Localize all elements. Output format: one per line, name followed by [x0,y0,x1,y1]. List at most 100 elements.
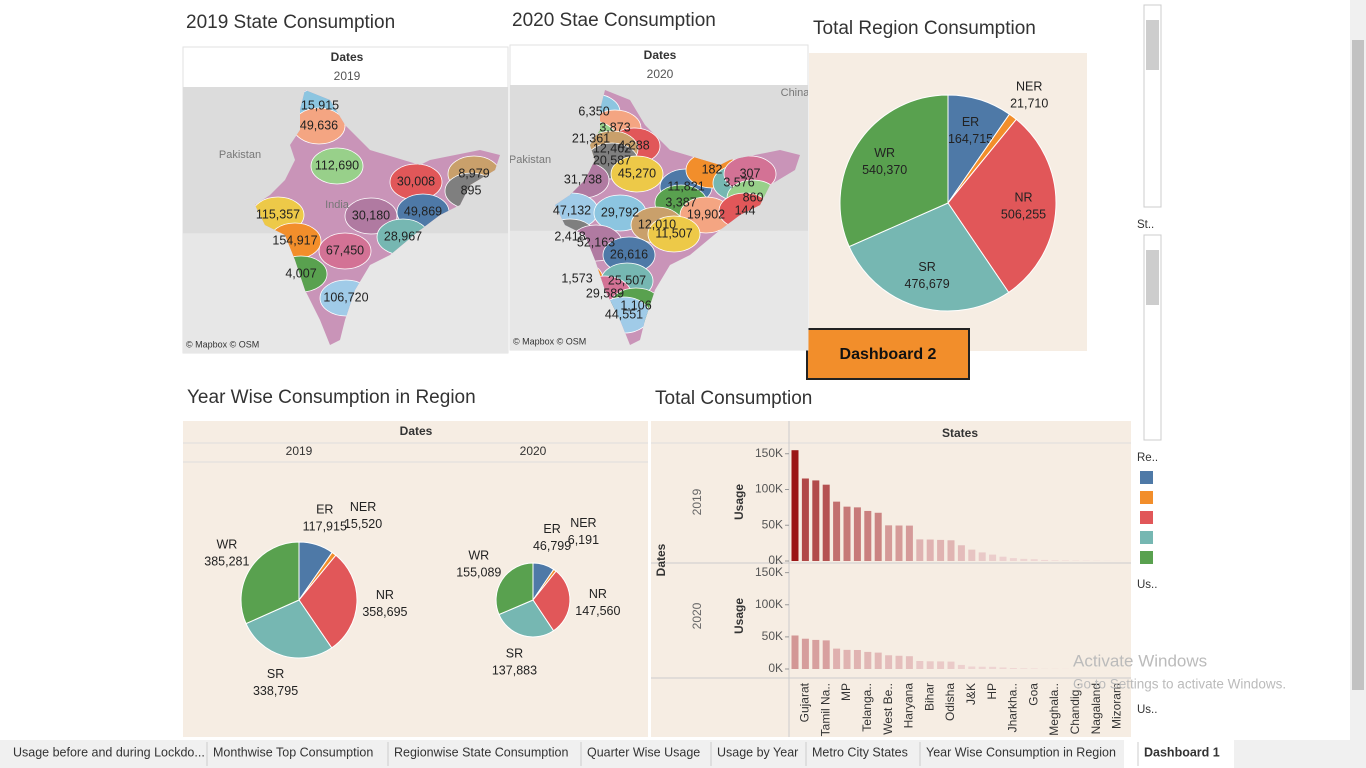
tab[interactable]: Monthwise Top Consumption [213,745,373,759]
bar [864,510,872,561]
x-tick-label: West Be.. [881,683,895,735]
button-label[interactable]: Dashboard 2 [840,346,937,363]
bar [905,525,913,561]
state-label: 21,361 [572,131,610,145]
slice-value: 15,520 [344,517,382,531]
slice-value: 476,679 [905,277,950,291]
state-label: 29,792 [601,205,639,219]
slice-name: WR [468,549,489,563]
bar [812,639,820,669]
state-label: 3,576 [723,175,754,189]
state [310,147,364,185]
x-tick-label: Chandig.. [1068,683,1082,734]
state-label: 11,507 [655,226,692,240]
slice-value: 358,695 [362,605,407,619]
page-scroll-thumb[interactable] [1352,40,1364,690]
row-label: 2020 [690,602,704,629]
bar [885,655,893,669]
bar [1009,558,1017,561]
x-tick-label: Mizoram [1110,683,1124,729]
chart-title: Total Consumption [655,388,812,409]
bar [968,549,976,561]
slice-name: WR [874,146,895,160]
scroll-thumb[interactable] [1146,250,1159,305]
slice-name: ER [316,502,333,516]
chart-title: Year Wise Consumption in Region [187,387,476,408]
state-label: 45,270 [618,166,656,180]
bar [937,539,945,561]
dashboard-button[interactable] [806,328,970,380]
y-tick-label: 50K [762,517,783,531]
state-label: 67,450 [326,243,364,257]
tab[interactable]: Usage before and during Lockdo... [13,745,205,759]
slice-name: NER [350,500,376,514]
slice-name: NR [589,587,607,601]
x-tick-label: Nagaland [1089,683,1103,734]
bar [885,525,893,561]
slice-name: ER [962,115,979,129]
slice-value: 338,795 [253,684,298,698]
state-label: 49,869 [404,204,442,218]
legend-swatch [1140,491,1153,504]
tab[interactable]: Year Wise Consumption in Region [926,745,1116,759]
state-label: 6,350 [578,104,609,118]
y-axis-label: Usage [732,484,746,520]
filter-header: Re.. [1137,452,1158,464]
bar [968,666,976,669]
state-label: 44,551 [605,307,643,321]
state [610,155,664,193]
bar [947,661,955,669]
x-tick-label: Goa [1026,683,1040,706]
state-label: 30,008 [397,174,435,188]
place-name: India [325,199,350,211]
bar [833,501,841,561]
bar [895,655,903,669]
facet-label: 2019 [286,444,313,458]
bar [1030,668,1038,669]
row-label: 2019 [690,488,704,515]
map-title: 2019 State Consumption [186,12,395,33]
state-label: 26,616 [610,247,648,261]
slice-value: 164,715 [948,132,993,146]
y-tick-label: 0K [768,661,783,675]
slice-value: 46,799 [533,539,571,553]
state-label: 19,902 [687,207,725,221]
pie-slice [839,94,949,248]
filter-header: St.. [1137,219,1154,231]
bar [926,539,934,561]
slice-name: NER [570,516,596,530]
slice-name: NER [1016,79,1042,93]
tab[interactable]: Quarter Wise Usage [587,745,700,759]
state-label: 3,387 [665,195,696,209]
bar [978,666,986,669]
map-header: Dates [331,50,364,64]
slice-name: NR [1014,191,1032,205]
state-label: 11,821 [667,179,704,193]
state-label: 8,979 [458,166,489,180]
state-label: 154,917 [272,233,317,247]
bar [957,664,965,669]
slice-value: 137,883 [492,664,537,678]
row-header: Dates [654,543,668,576]
state-label: 182 [702,162,723,176]
bar [1020,668,1028,669]
pie-slice [495,562,534,616]
place-name: China [781,87,811,99]
bar [833,648,841,669]
state [647,215,701,253]
bar [822,640,830,669]
state-label: 106,720 [323,290,368,304]
bar [843,649,851,669]
bar [978,552,986,561]
tab[interactable]: Dashboard 1 [1144,745,1220,759]
pie-slice [947,118,1057,294]
y-tick-label: 150K [755,565,783,579]
tab[interactable]: Usage by Year [717,745,798,759]
watermark-text: Go to Settings to activate Windows. [1073,677,1286,692]
y-tick-label: 150K [755,446,783,460]
scroll-thumb[interactable] [1146,20,1159,70]
chart-title: Total Region Consumption [813,18,1036,39]
x-tick-label: Telanga.. [860,683,874,732]
tab[interactable]: Metro City States [812,745,908,759]
tab[interactable]: Regionwise State Consumption [394,745,568,759]
